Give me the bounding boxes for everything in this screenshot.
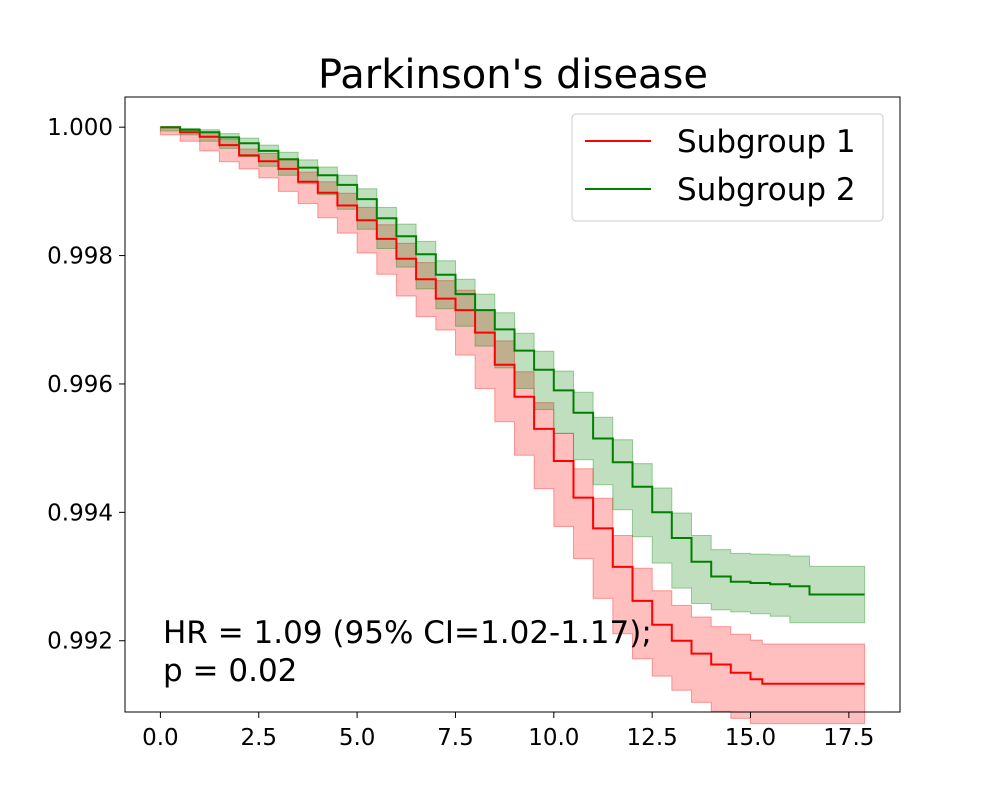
- x-tick-label: 15.0: [725, 725, 776, 751]
- y-tick-label: 0.992: [47, 629, 113, 655]
- legend: Subgroup 1 Subgroup 2: [571, 113, 884, 222]
- x-tick-label: 7.5: [437, 725, 474, 751]
- y-tick-label: 0.994: [47, 500, 113, 526]
- y-tick-label: 1.000: [47, 115, 113, 141]
- plot-frame: [124, 96, 901, 713]
- x-tick-label: 10.0: [528, 725, 579, 751]
- legend-label-subgroup-1: Subgroup 1: [677, 124, 856, 160]
- y-axis-ticks: 0.992 0.994 0.996 0.998 1.000: [47, 115, 125, 655]
- legend-label-subgroup-2: Subgroup 2: [677, 172, 856, 208]
- survival-line-subgroup-1: [160, 126, 865, 685]
- p-value-annotation: p = 0.02: [163, 653, 297, 689]
- y-tick-label: 0.996: [47, 372, 113, 398]
- x-tick-label: 17.5: [823, 725, 874, 751]
- x-tick-label: 12.5: [627, 725, 678, 751]
- hr-annotation: HR = 1.09 (95% CI=1.02-1.17);: [163, 615, 652, 651]
- y-tick-label: 0.998: [47, 244, 113, 270]
- x-axis-ticks: 0.0 2.5 5.0 7.5 10.0 12.5 15.0 17.5: [142, 712, 874, 751]
- survival-line-subgroup-2: [160, 126, 865, 596]
- x-tick-label: 0.0: [142, 725, 179, 751]
- chart-title: Parkinson's disease: [318, 52, 708, 98]
- x-tick-label: 2.5: [240, 725, 277, 751]
- survival-lines: [160, 126, 865, 685]
- x-tick-label: 5.0: [339, 725, 376, 751]
